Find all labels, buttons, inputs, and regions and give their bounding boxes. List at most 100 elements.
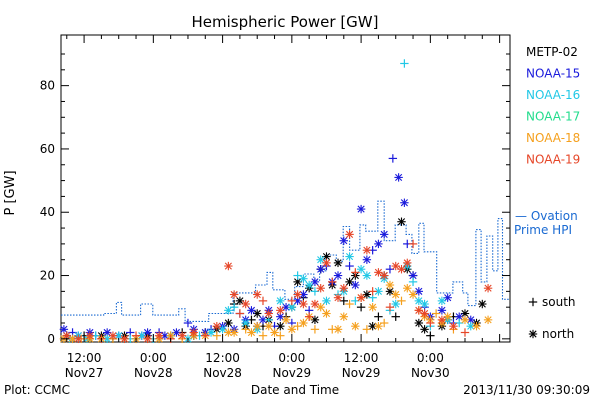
point-north [253, 309, 262, 318]
point-north [472, 321, 481, 331]
point-north [391, 299, 400, 309]
point-north [322, 309, 331, 318]
ovation-label-line1: — Ovation [515, 209, 578, 223]
point-north [339, 283, 348, 293]
point-north [397, 265, 406, 274]
point-north [408, 290, 418, 299]
point-north [339, 312, 348, 321]
point-north [403, 283, 412, 293]
legend-item-noaa-19: NOAA-19 [526, 153, 580, 167]
ovation-prime-hpi-line [61, 200, 510, 322]
point-north [483, 315, 493, 325]
point-north [449, 321, 458, 331]
point-north [374, 239, 383, 249]
point-south [356, 302, 366, 312]
point-south [310, 325, 320, 334]
point-north [206, 328, 216, 337]
point-north [379, 271, 389, 280]
point-north [85, 331, 95, 340]
point-north [322, 258, 331, 268]
point-north [362, 271, 372, 280]
point-south [400, 59, 409, 68]
x-tick-label-time: 12:00 [67, 351, 102, 365]
point-north [478, 299, 487, 309]
legend: METP-02 NOAA-15 NOAA-16 NOAA-17 NOAA-18 NOAA-… [526, 45, 580, 167]
point-north [247, 306, 256, 315]
point-south [391, 312, 400, 321]
point-south [304, 312, 314, 321]
legend-item-noaa-16: NOAA-16 [526, 88, 580, 102]
point-south [362, 325, 372, 334]
point-north [264, 309, 273, 318]
point-north [400, 198, 409, 207]
x-tick-label-date: Nov30 [411, 366, 450, 380]
point-north [460, 315, 470, 325]
y-tick-label: 80 [40, 79, 55, 93]
symbol-key-label-north: north [542, 327, 574, 341]
point-north [374, 321, 383, 331]
x-tick-label-date: Nov28 [134, 366, 173, 380]
point-north [351, 280, 360, 290]
x-tick-label-date: Nov27 [65, 366, 104, 380]
point-north [391, 290, 400, 299]
point-north [437, 306, 447, 315]
point-south [408, 239, 418, 249]
point-south [397, 296, 406, 306]
y-tick-label: 60 [40, 142, 55, 156]
point-north [299, 274, 308, 283]
y-tick-label: 20 [40, 269, 55, 283]
ovation-step-line [61, 200, 510, 322]
point-north [299, 318, 308, 328]
point-north [316, 302, 325, 312]
point-south [235, 309, 245, 318]
point-north [333, 325, 343, 334]
y-axis-label: P [GW] [3, 170, 18, 215]
point-north [310, 299, 320, 309]
point-north [177, 331, 187, 340]
point-south [431, 309, 441, 318]
point-north [287, 302, 297, 312]
point-south [426, 318, 435, 328]
point-north [333, 293, 343, 302]
plot-area [60, 34, 511, 343]
ovation-legend: — Ovation Prime HPI [514, 209, 578, 237]
point-south [388, 154, 398, 163]
point-south [183, 318, 193, 328]
point-south [374, 312, 383, 321]
footer-plot-credit: Plot: CCMC [4, 383, 70, 397]
point-north [293, 290, 302, 299]
point-north [397, 217, 406, 226]
data-points [59, 59, 493, 344]
point-north [394, 173, 403, 182]
point-north [466, 321, 475, 331]
x-tick-label-time: 12:00 [344, 351, 379, 365]
x-axis: 12:00Nov270:00Nov2812:00Nov280:00Nov2912… [65, 35, 501, 380]
point-south [287, 296, 297, 306]
point-north [287, 325, 297, 334]
point-north [189, 328, 198, 337]
ovation-label-line2: Prime HPI [514, 223, 572, 237]
legend-item-metp-02: METP-02 [526, 45, 578, 59]
point-north [120, 334, 129, 344]
point-north [437, 296, 447, 306]
point-north [74, 334, 83, 344]
x-tick-label-time: 0:00 [278, 351, 305, 365]
point-south [408, 277, 418, 287]
point-north [385, 280, 395, 290]
point-north [345, 252, 354, 261]
point-north [368, 302, 377, 312]
point-north [304, 280, 314, 290]
point-north [270, 328, 279, 337]
x-tick-label-time: 0:00 [140, 351, 167, 365]
point-north [276, 306, 285, 315]
point-north [241, 299, 250, 309]
y-axis: 0 20 40 60 80 [40, 53, 510, 346]
point-north [420, 309, 429, 318]
point-north [154, 331, 164, 340]
point-south [368, 287, 377, 296]
point-north [316, 265, 325, 274]
point-north [253, 290, 262, 299]
point-north [356, 293, 366, 302]
y-tick-label: 0 [47, 332, 55, 346]
